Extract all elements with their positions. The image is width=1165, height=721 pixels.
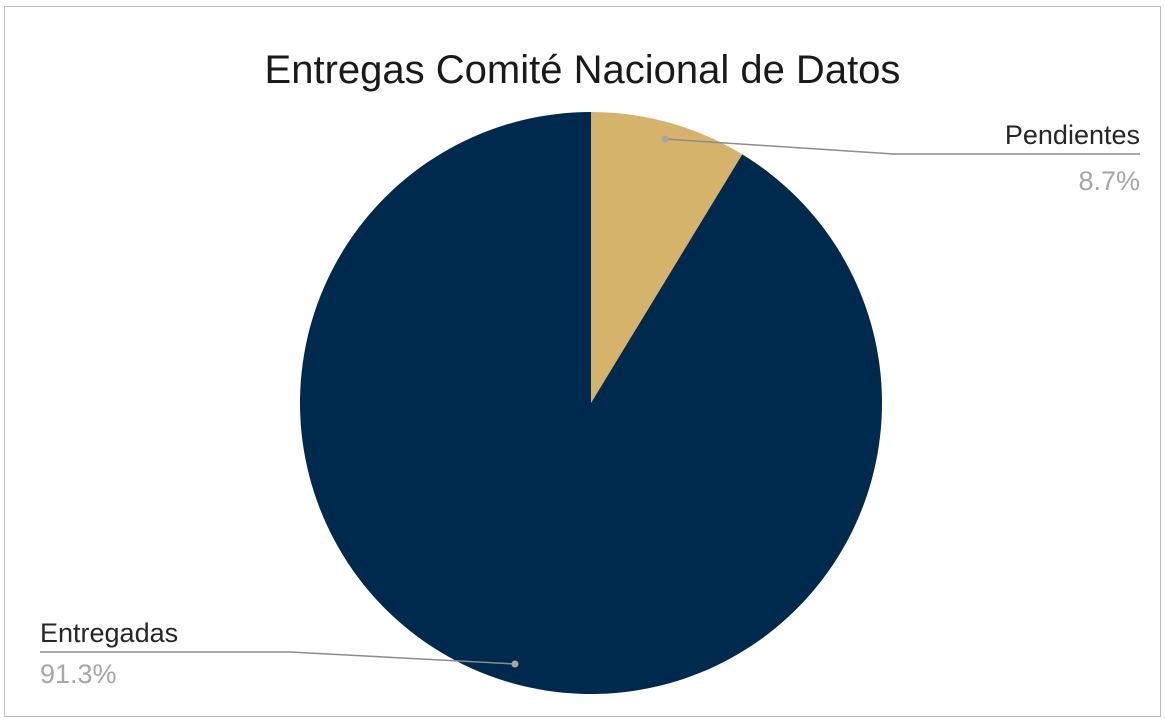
slice-label-pendientes: Pendientes [1005,120,1140,150]
leader-dot-pendientes [661,135,669,143]
leader-line-pendientes [664,138,1140,155]
leader-lines [40,135,1140,668]
leader-line-entregadas [40,651,516,665]
pie-slice-pendientes [591,112,743,403]
slice-value-entregadas: 91.3% [40,659,117,689]
pie-slices [300,112,882,694]
slice-label-entregadas: Entregadas [40,618,178,648]
pie-slice-entregadas [300,112,882,694]
leader-dot-entregadas [511,660,519,668]
chart-title: Entregas Comité Nacional de Datos [264,48,901,92]
slice-value-pendientes: 8.7% [1078,166,1140,196]
slice-labels: Pendientes 8.7% Entregadas 91.3% [40,120,1140,689]
